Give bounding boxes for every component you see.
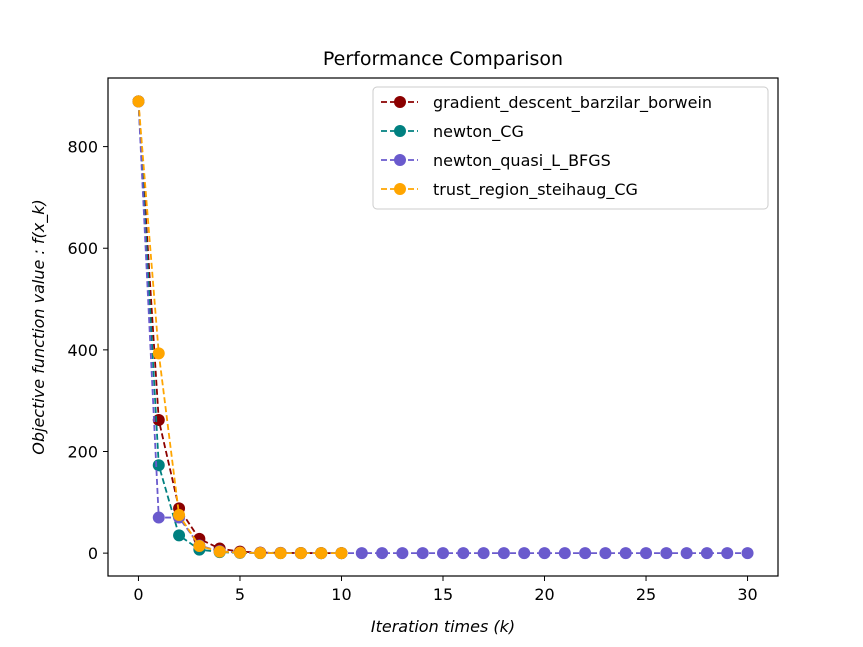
data-point-newton_quasi_L_BFGS — [700, 547, 713, 560]
data-point-newton_quasi_L_BFGS — [355, 547, 368, 560]
data-point-trust_region_steihaug_CG — [315, 547, 328, 560]
legend-marker-trust_region_steihaug_CG — [394, 183, 406, 195]
legend-marker-newton_quasi_L_BFGS — [394, 154, 406, 166]
x-axis-label-text: Iteration times (k) — [371, 617, 515, 636]
data-point-newton_quasi_L_BFGS — [457, 547, 470, 560]
x-tick-label: 15 — [433, 585, 453, 604]
data-point-newton_quasi_L_BFGS — [660, 547, 673, 560]
x-tick-label: 5 — [235, 585, 245, 604]
legend-label: newton_CG — [433, 122, 524, 142]
data-point-newton_quasi_L_BFGS — [497, 547, 510, 560]
data-point-trust_region_steihaug_CG — [294, 547, 307, 560]
data-point-newton_quasi_L_BFGS — [376, 547, 389, 560]
data-point-newton_quasi_L_BFGS — [741, 547, 754, 560]
data-point-trust_region_steihaug_CG — [254, 546, 267, 559]
y-tick-label: 600 — [67, 239, 98, 258]
data-point-newton_CG — [173, 529, 186, 542]
y-tick-label: 0 — [88, 544, 98, 563]
legend-box — [372, 86, 769, 210]
chart-title: Performance Comparison — [323, 48, 563, 70]
legend-label: gradient_descent_barzilar_borwein — [433, 93, 712, 113]
data-point-newton_quasi_L_BFGS — [437, 547, 449, 560]
data-point-newton_CG — [152, 459, 165, 472]
data-point-trust_region_steihaug_CG — [213, 545, 226, 558]
series-line-trust_region_steihaug_CG — [137, 101, 342, 555]
y-tick-label: 400 — [67, 341, 98, 360]
legend-marker-gradient_descent_barzilar_borwein — [394, 96, 406, 108]
data-point-newton_quasi_L_BFGS — [721, 547, 734, 560]
data-point-newton_quasi_L_BFGS — [579, 547, 592, 560]
x-tick-label: 20 — [534, 585, 554, 604]
x-tick-label: 0 — [133, 585, 143, 604]
data-point-newton_quasi_L_BFGS — [518, 547, 531, 560]
data-point-newton_quasi_L_BFGS — [619, 547, 632, 560]
legend-label: trust_region_steihaug_CG — [433, 180, 638, 200]
data-point-newton_quasi_L_BFGS — [396, 547, 409, 560]
plot-area — [132, 95, 754, 560]
data-point-newton_quasi_L_BFGS — [477, 547, 490, 560]
data-point-newton_quasi_L_BFGS — [599, 547, 612, 560]
data-point-trust_region_steihaug_CG — [335, 547, 348, 560]
data-point-newton_quasi_L_BFGS — [538, 547, 551, 560]
x-tick-label: 10 — [331, 585, 351, 604]
data-point-newton_quasi_L_BFGS — [640, 547, 653, 560]
data-point-trust_region_steihaug_CG — [132, 95, 145, 108]
data-point-trust_region_steihaug_CG — [152, 347, 165, 360]
data-point-trust_region_steihaug_CG — [173, 509, 186, 522]
y-axis-label: Objective function value : f(x_k) — [29, 199, 49, 455]
legend: gradient_descent_barzilar_borwein newton_… — [372, 86, 769, 210]
data-point-newton_quasi_L_BFGS — [152, 511, 165, 524]
x-axis-label: Iteration times (k) — [371, 617, 515, 636]
data-point-trust_region_steihaug_CG — [193, 540, 206, 553]
y-tick-label: 800 — [67, 138, 98, 157]
legend-label: newton_quasi_L_BFGS — [433, 151, 611, 171]
y-tick-label: 200 — [67, 443, 98, 462]
x-tick-label: 25 — [636, 585, 656, 604]
data-point-newton_quasi_L_BFGS — [680, 547, 693, 560]
data-point-trust_region_steihaug_CG — [274, 547, 287, 560]
data-point-newton_quasi_L_BFGS — [416, 547, 429, 560]
data-point-newton_quasi_L_BFGS — [558, 547, 571, 560]
legend-marker-newton_CG — [394, 125, 406, 137]
data-point-trust_region_steihaug_CG — [233, 546, 246, 559]
x-tick-label: 30 — [737, 585, 757, 604]
